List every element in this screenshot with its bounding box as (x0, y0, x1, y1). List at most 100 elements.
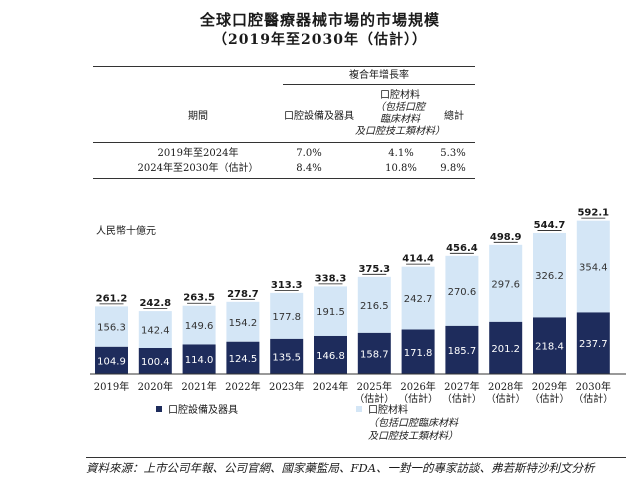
x-tick-label-3: 2022年 (225, 380, 260, 393)
table-top-rule (93, 66, 475, 67)
bar-materials-1 (138, 311, 172, 348)
label-materials-9: 297.6 (491, 279, 520, 290)
label-equipment-9: 201.2 (491, 344, 520, 355)
legend-item-materials: 口腔材料 （包括口腔臨床材料 及口腔技工類材料） (356, 404, 458, 443)
bar-materials-2 (182, 305, 216, 345)
bar-equipment-8 (445, 325, 479, 374)
chart-title: 全球口腔醫療器械市場的市場規模 (199, 11, 440, 29)
row-2-total: 9.8% (440, 163, 466, 174)
label-materials-6: 216.5 (360, 301, 389, 312)
col-total-header: 總計 (444, 111, 464, 122)
row-1-period: 2019年至2024年 (157, 148, 239, 159)
bar-materials-11 (576, 220, 610, 313)
label-materials-1: 142.4 (141, 326, 170, 337)
label-total-4: 313.3 (271, 280, 303, 291)
label-equipment-4: 135.5 (272, 352, 301, 363)
label-materials-2: 149.6 (185, 321, 214, 332)
legend-swatch-materials (356, 406, 362, 412)
label-total-9: 498.9 (490, 232, 522, 243)
bar-materials-0 (95, 306, 128, 347)
table-bottom-rule (93, 178, 475, 179)
chart-subtitle: （2019年至2030年（估計）） (213, 32, 427, 48)
label-equipment-0: 104.9 (97, 356, 126, 367)
x-tick-note-10: （估計） (530, 392, 570, 405)
x-tick-label-7: 2026年 (400, 380, 435, 393)
label-equipment-10: 218.4 (535, 342, 564, 353)
col-materials-note-3: 及口腔技工類材料） (355, 126, 445, 137)
x-tick-label-0: 2019年 (94, 380, 129, 393)
bar-equipment-11 (576, 312, 610, 374)
x-tick-label-8: 2027年 (444, 380, 479, 393)
label-total-11: 592.1 (577, 208, 609, 219)
col-equipment-header: 口腔設備及器具 (284, 111, 354, 122)
x-tick-note-9: （估計） (486, 392, 526, 405)
x-tick-label-5: 2024年 (313, 380, 348, 393)
label-total-8: 456.4 (446, 243, 478, 254)
label-total-3: 278.7 (227, 289, 259, 300)
label-materials-10: 326.2 (535, 271, 564, 282)
label-equipment-3: 124.5 (229, 354, 258, 365)
col-period-header: 期間 (188, 111, 208, 122)
bar-equipment-0 (95, 346, 128, 374)
bar-equipment-9 (489, 321, 523, 374)
bar-equipment-2 (182, 344, 216, 374)
bar-materials-7 (401, 266, 435, 330)
legend-note-materials-1: （包括口腔臨床材料 (368, 418, 458, 429)
label-total-5: 338.3 (315, 273, 347, 284)
bar-equipment-4 (270, 338, 304, 374)
label-total-6: 375.3 (358, 264, 390, 275)
bar-materials-3 (226, 301, 260, 342)
x-tick-label-1: 2020年 (138, 380, 173, 393)
source-note: 資料來源：上市公司年報、公司官網、國家藥監局、FDA、一對一的專家訪談、弗若斯特… (86, 461, 595, 475)
label-equipment-8: 185.7 (448, 346, 477, 357)
legend-item-equipment: 口腔設備及器具 (156, 404, 238, 417)
legend-label-materials: 口腔材料 (368, 405, 408, 416)
x-tick-note-7: （估計） (398, 392, 438, 405)
label-equipment-11: 237.7 (579, 339, 608, 350)
label-equipment-2: 114.0 (185, 355, 214, 366)
row-1-materials: 4.1% (388, 148, 414, 159)
label-materials-8: 270.6 (448, 287, 477, 298)
col-materials-header: 口腔材料 (380, 90, 420, 101)
bar-equipment-3 (226, 341, 260, 374)
bar-materials-4 (270, 292, 304, 339)
y-axis-unit-label: 人民幣十億元 (96, 226, 156, 237)
x-tick-label-6: 2025年 (357, 380, 392, 393)
bar-materials-6 (357, 276, 391, 333)
bar-equipment-5 (314, 335, 347, 374)
label-total-1: 242.8 (139, 298, 171, 309)
label-equipment-7: 171.8 (404, 348, 433, 359)
label-materials-4: 177.8 (272, 312, 301, 323)
x-tick-label-11: 2030年 (576, 380, 611, 393)
x-tick-label-9: 2028年 (488, 380, 523, 393)
bar-equipment-6 (357, 332, 391, 374)
bar-materials-9 (489, 244, 523, 322)
x-tick-label-4: 2023年 (269, 380, 304, 393)
row-2-materials: 10.8% (385, 163, 417, 174)
x-tick-note-11: （估計） (573, 392, 613, 405)
x-tick-label-10: 2029年 (532, 380, 567, 393)
bar-equipment-7 (401, 329, 435, 374)
row-1-total: 5.3% (440, 148, 466, 159)
cagr-group-header: 複合年增長率 (349, 70, 409, 81)
label-total-0: 261.2 (96, 293, 128, 304)
source-rule (86, 457, 626, 458)
row-2-period: 2024年至2030年（估計） (137, 163, 259, 174)
label-equipment-6: 158.7 (360, 349, 389, 360)
label-total-2: 263.5 (183, 293, 215, 304)
label-materials-0: 156.3 (97, 323, 126, 334)
label-materials-7: 242.7 (404, 294, 433, 305)
row-2-equipment: 8.4% (296, 163, 322, 174)
x-tick-label-2: 2021年 (181, 380, 216, 393)
label-total-7: 414.4 (402, 254, 434, 265)
bar-materials-5 (314, 286, 347, 336)
label-materials-11: 354.4 (579, 263, 608, 274)
bar-equipment-1 (138, 347, 172, 374)
legend-swatch-equipment (156, 406, 162, 412)
col-materials-note-1: （包括口腔 (375, 102, 425, 113)
label-equipment-5: 146.8 (316, 351, 345, 362)
legend-label-equipment: 口腔設備及器具 (168, 405, 238, 416)
bar-materials-8 (445, 255, 479, 326)
header-rule (93, 142, 475, 143)
